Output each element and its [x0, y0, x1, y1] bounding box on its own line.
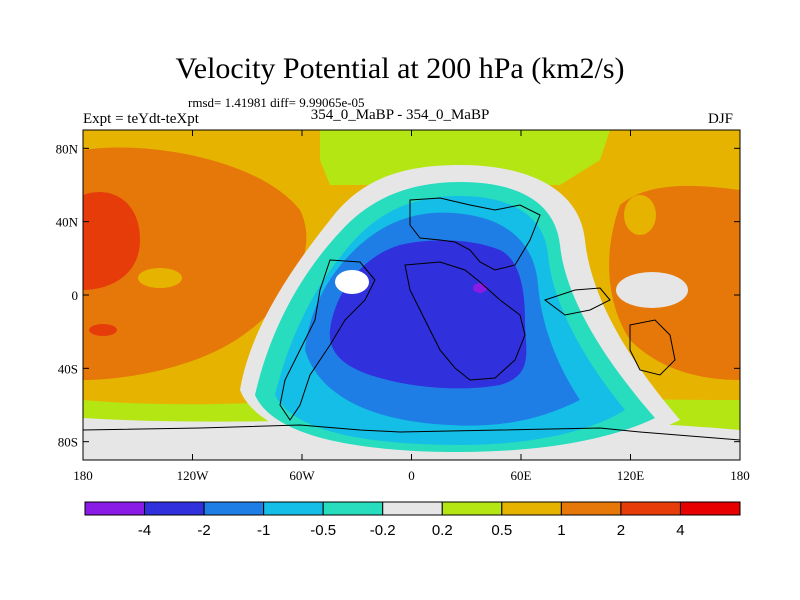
colorbar-swatch	[264, 502, 324, 515]
contour-west-red-small	[89, 324, 117, 336]
x-tick-label: 0	[408, 468, 415, 483]
colorbar-swatch	[383, 502, 443, 515]
chart-canvas: 180 120W 60W 0 60E 120E 180 80N 40N 0 40S 80S -4 -2…	[0, 0, 800, 600]
y-tick-label: 40N	[56, 215, 79, 230]
colorbar-swatch	[680, 502, 740, 515]
x-tick-label: 180	[730, 468, 750, 483]
colorbar-label: -4	[138, 522, 151, 539]
colorbar-swatch	[442, 502, 502, 515]
colorbar-swatch	[621, 502, 681, 515]
colorbar-label: 1	[557, 522, 565, 539]
x-tick-label: 60E	[511, 468, 532, 483]
x-tick-label: 60W	[289, 468, 315, 483]
colorbar-swatch	[145, 502, 205, 515]
x-tick-label: 180	[73, 468, 93, 483]
y-tick-label: 80N	[56, 141, 79, 156]
colorbar-label: 0.2	[432, 522, 453, 539]
x-tick-label: 120E	[617, 468, 645, 483]
contour-east-white-oval	[616, 272, 688, 308]
contour-east-inner-yellow	[624, 195, 656, 235]
colorbar-label: -0.2	[370, 522, 396, 539]
contour-west-inner-yellow	[138, 268, 182, 288]
colorbar-swatch	[502, 502, 562, 515]
colorbar-label: 2	[617, 522, 625, 539]
colorbar-label: -1	[257, 522, 270, 539]
x-tick-label: 120W	[177, 468, 210, 483]
colorbar-label: -0.5	[310, 522, 336, 539]
y-tick-label: 40S	[58, 361, 78, 376]
contour-field	[83, 130, 740, 460]
colorbar-label: -2	[197, 522, 210, 539]
colorbar-swatch	[323, 502, 383, 515]
colorbar-label: 0.5	[491, 522, 512, 539]
contour-white-hole	[335, 270, 369, 294]
colorbar: -4 -2 -1 -0.5 -0.2 0.2 0.5 1 2 4	[85, 502, 740, 539]
y-tick-label: 0	[72, 288, 79, 303]
colorbar-label: 4	[676, 522, 684, 539]
colorbar-swatch	[85, 502, 145, 515]
colorbar-swatch	[204, 502, 264, 515]
contour-level-minus-4	[473, 283, 487, 293]
y-tick-label: 80S	[58, 435, 78, 450]
colorbar-swatch	[561, 502, 621, 515]
